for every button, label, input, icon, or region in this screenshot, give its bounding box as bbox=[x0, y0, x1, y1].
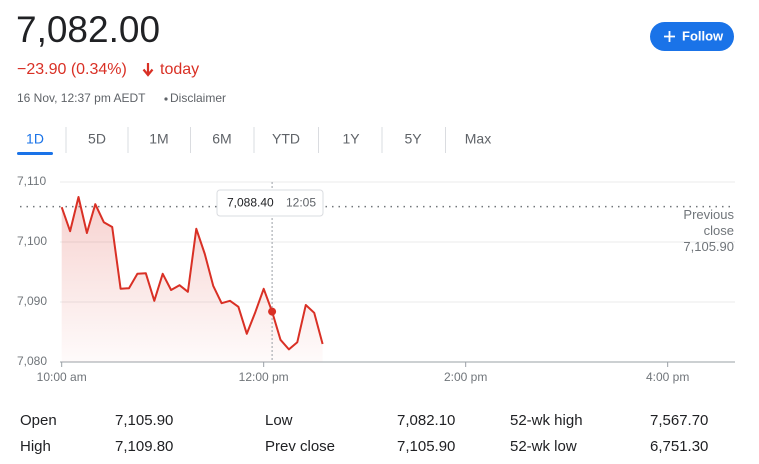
range-tab[interactable]: Max bbox=[465, 131, 491, 147]
stat-label: Prev close bbox=[265, 438, 335, 455]
previous-close-label: Previous close 7,105.90 bbox=[664, 207, 734, 255]
y-tick-label: 7,100 bbox=[17, 234, 47, 248]
y-tick-label: 7,090 bbox=[17, 294, 47, 308]
x-tick-label: 4:00 pm bbox=[646, 370, 689, 384]
follow-label: Follow bbox=[682, 28, 724, 43]
price: 7,082.00 bbox=[16, 9, 160, 50]
stat-value: 7,567.70 bbox=[650, 412, 708, 429]
previous-close-value: 7,105.90 bbox=[683, 239, 734, 254]
hover-dot bbox=[268, 307, 277, 316]
stat-label: 52-wk low bbox=[510, 438, 577, 455]
range-tab[interactable]: 5Y bbox=[404, 131, 422, 147]
change: −23.90 (0.34%) bbox=[17, 61, 127, 78]
timestamp: 16 Nov, 12:37 pm AEDT bbox=[17, 91, 146, 105]
range-tab[interactable]: YTD bbox=[272, 131, 300, 147]
follow-button-bg bbox=[650, 22, 734, 51]
x-tick-label: 2:00 pm bbox=[444, 370, 487, 384]
stats-table: Open 7,105.90 Low 7,082.10 52-wk high 7,567.7… bbox=[20, 412, 708, 455]
y-tick-label: 7,110 bbox=[17, 174, 46, 188]
price-line bbox=[60, 196, 324, 351]
range-tab[interactable]: 5D bbox=[88, 131, 106, 147]
price-area bbox=[61, 197, 323, 362]
separator-dot bbox=[164, 97, 168, 101]
stat-value: 7,105.90 bbox=[397, 438, 455, 455]
previous-close-name: Previous close bbox=[683, 207, 734, 238]
stat-value: 7,082.10 bbox=[397, 412, 455, 429]
range-tab[interactable]: 1D bbox=[26, 131, 44, 147]
stat-value: 7,109.80 bbox=[115, 438, 173, 455]
stat-value: 6,751.30 bbox=[650, 438, 708, 455]
stat-value: 7,105.90 bbox=[115, 412, 173, 429]
range-tab[interactable]: 6M bbox=[212, 131, 231, 147]
range-tab[interactable]: 1M bbox=[149, 131, 168, 147]
range-tab[interactable]: 1Y bbox=[342, 131, 360, 147]
stat-label: High bbox=[20, 438, 51, 455]
tooltip-value: 7,088.40 bbox=[227, 196, 274, 210]
stat-label: 52-wk high bbox=[510, 412, 583, 429]
disclaimer-link[interactable]: Disclaimer bbox=[170, 91, 226, 105]
chart: 7,080 7,090 7,100 7,110 10:00 am 12:00 pm 2:00… bbox=[17, 174, 735, 384]
plus-icon bbox=[664, 31, 675, 42]
y-tick-label: 7,080 bbox=[17, 354, 47, 368]
range-tabs: 1D 5D 1M 6M YTD 1Y 5Y Max bbox=[17, 127, 491, 155]
tooltip-time: 12:05 bbox=[286, 196, 316, 210]
down-arrow bbox=[142, 63, 154, 77]
x-tick-label: 12:00 pm bbox=[239, 370, 289, 384]
follow-button[interactable]: Follow bbox=[650, 22, 734, 51]
tooltip-box bbox=[216, 189, 324, 217]
x-tick-label: 10:00 am bbox=[37, 370, 87, 384]
stat-label: Low bbox=[265, 412, 293, 429]
active-tab-underline bbox=[17, 152, 53, 155]
stat-label: Open bbox=[20, 412, 57, 429]
period: today bbox=[160, 61, 199, 78]
